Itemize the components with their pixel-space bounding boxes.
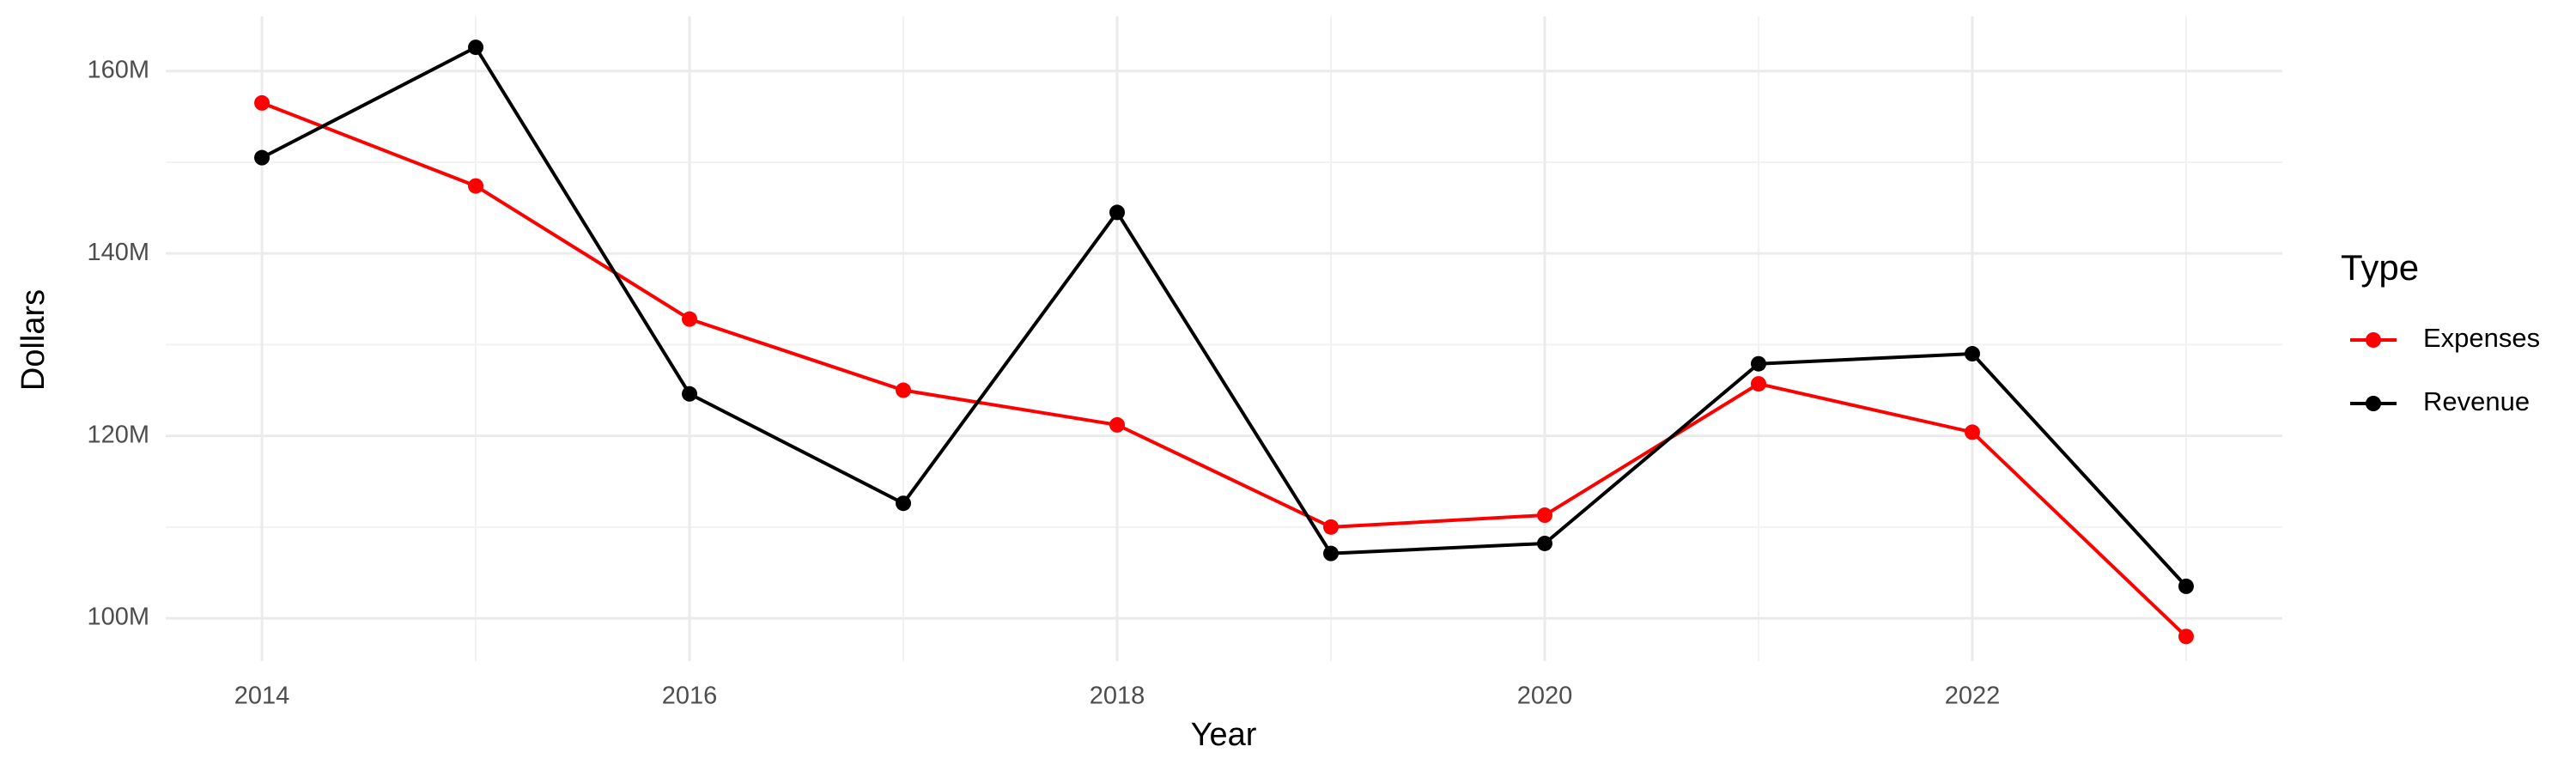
data-point [682,311,698,327]
x-tick-label: 2020 [1517,683,1573,710]
x-tick-label: 2016 [662,683,718,710]
x-tick-label: 2018 [1090,683,1145,710]
data-point [896,382,912,398]
grid [166,16,2282,661]
data-point [1536,535,1552,551]
legend-key-point [2366,396,2381,411]
data-point [1964,424,1980,440]
data-point [1750,355,1766,372]
legend-label: Revenue [2423,386,2530,416]
y-tick-label: 120M [87,421,149,448]
data-point [254,149,270,166]
y-tick-label: 140M [87,239,149,266]
y-axis-title: Dollars [15,289,52,391]
data-point [1964,346,1980,362]
x-tick-label: 2014 [234,683,290,710]
data-point [1109,416,1126,433]
legend-label: Expenses [2423,323,2540,353]
x-tick-label: 2022 [1945,683,2001,710]
data-point [2178,628,2194,645]
data-point [2178,578,2194,594]
data-point [468,39,484,56]
data-point [1750,376,1766,392]
series-line [261,101,2188,638]
legend-title: Type [2341,247,2419,288]
data-point [1322,545,1339,562]
data-point [682,385,698,402]
x-axis-title: Year [1191,717,1257,753]
data-point [1322,519,1339,535]
legend-key-point [2366,332,2381,348]
y-tick-label: 160M [87,56,149,83]
data-point [254,94,270,111]
data-point [468,178,484,194]
y-tick-label: 100M [87,604,149,631]
data-point [896,495,912,512]
series-line [261,46,2188,588]
data-point [1536,507,1552,524]
data-point [1109,204,1126,221]
